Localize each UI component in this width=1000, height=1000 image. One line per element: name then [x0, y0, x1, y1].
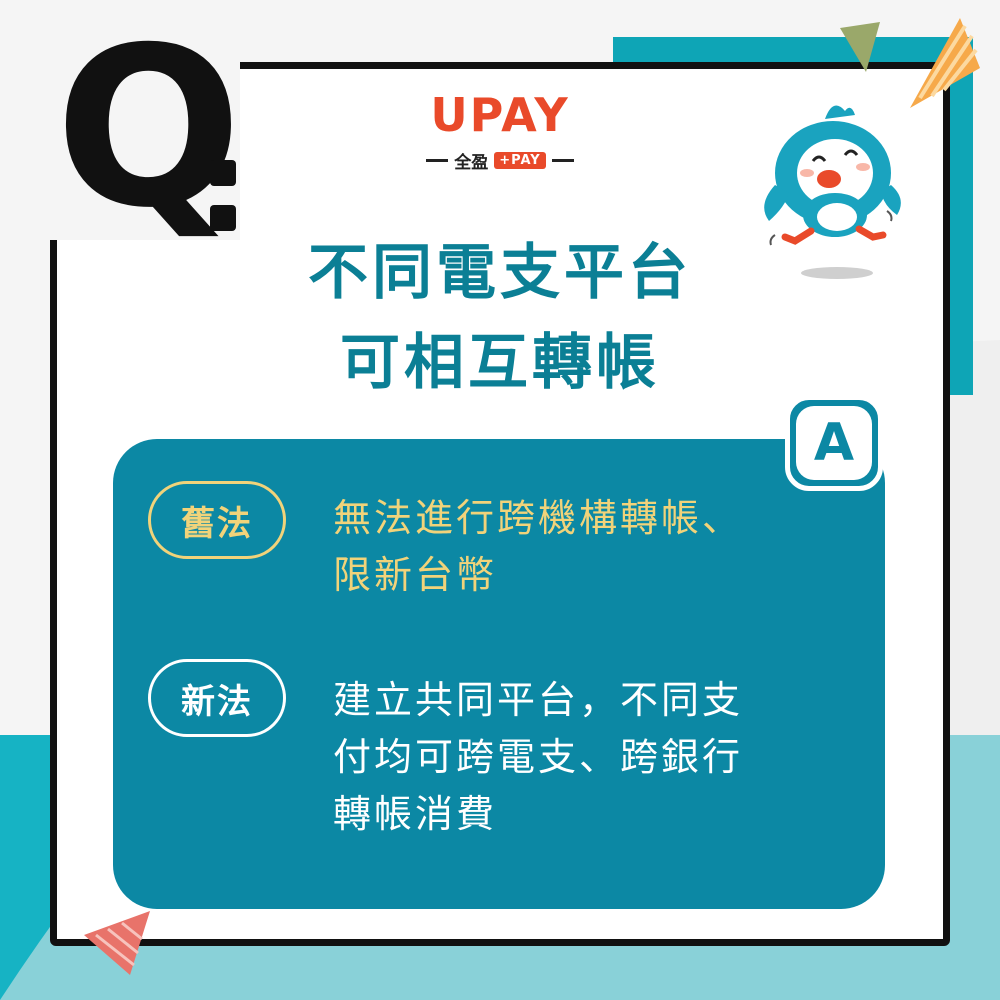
brand-subtitle: 全盈 +PAY [380, 148, 620, 173]
colon-dot-top [210, 160, 236, 186]
mascot-bird-icon [764, 105, 901, 279]
new-law-text: 建立共同平台，不同支 付均可跨電支、跨銀行 轉帳消費 [333, 672, 853, 843]
subtitle-dash-right [551, 159, 574, 162]
colon-dot-bottom [210, 205, 236, 231]
brand-sub-label: 全盈 [454, 153, 489, 173]
new-law-line-1: 建立共同平台，不同支 [333, 678, 744, 722]
question-letter: Q [55, 0, 243, 256]
new-law-line-2: 付均可跨電支、跨銀行 [333, 735, 744, 779]
q-backdrop [40, 40, 240, 240]
answer-panel [113, 439, 885, 909]
answer-letter: A [796, 406, 872, 480]
page-title: 不同電支平台 可相互轉帳 [200, 228, 800, 408]
old-law-text: 無法進行跨機構轉帳、 限新台幣 [333, 490, 853, 604]
old-law-line-1: 無法進行跨機構轉帳、 [333, 496, 744, 540]
new-law-label: 新法 [148, 659, 286, 737]
new-law-line-3: 轉帳消費 [333, 792, 498, 836]
answer-badge: A [785, 395, 883, 491]
title-line-2: 可相互轉帳 [340, 328, 660, 398]
brand-pay-badge: +PAY [494, 152, 546, 169]
brand-name: UPAY [430, 88, 570, 142]
subtitle-dash-left [426, 159, 449, 162]
party-flag-icon [84, 911, 150, 975]
party-flag-icon [840, 18, 980, 108]
old-law-line-2: 限新台幣 [333, 553, 498, 597]
brand-logo: UPAY 全盈 +PAY [380, 92, 620, 192]
old-law-label: 舊法 [148, 481, 286, 559]
title-line-1: 不同電支平台 [308, 238, 692, 308]
